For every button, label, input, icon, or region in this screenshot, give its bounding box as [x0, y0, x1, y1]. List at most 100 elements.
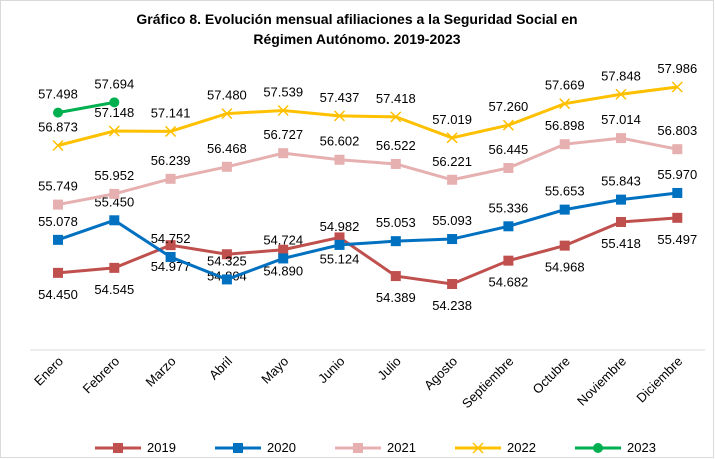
- data-label: 54.325: [207, 253, 247, 268]
- marker: [503, 221, 514, 232]
- marker: [446, 132, 458, 144]
- data-label: 54.968: [545, 260, 585, 275]
- marker: [109, 188, 120, 199]
- data-label: 57.498: [38, 87, 78, 102]
- marker: [109, 262, 120, 273]
- legend-marker: [353, 443, 363, 453]
- legend-marker: [233, 443, 243, 453]
- marker: [221, 108, 233, 120]
- marker: [390, 158, 401, 169]
- data-label: 56.602: [320, 134, 360, 149]
- marker: [277, 104, 289, 117]
- data-label: 57.848: [601, 68, 641, 83]
- legend-label: 2020: [267, 440, 296, 455]
- marker: [334, 232, 345, 243]
- data-label: 56.873: [38, 120, 78, 135]
- marker: [559, 204, 570, 215]
- data-label: 54.238: [432, 298, 472, 313]
- legend-label: 2019: [147, 440, 176, 455]
- data-label: 55.078: [38, 214, 78, 229]
- marker: [559, 139, 570, 150]
- data-label: 55.450: [94, 194, 134, 209]
- marker: [53, 199, 63, 210]
- marker: [616, 133, 626, 144]
- marker: [278, 253, 289, 264]
- legend-marker: [593, 443, 603, 453]
- legend-label: 2021: [387, 440, 416, 455]
- marker: [278, 148, 289, 159]
- data-label: 55.336: [489, 200, 529, 215]
- data-label: 54.545: [94, 282, 134, 297]
- series: 55.078 55.450 54.752 54.325 54.724 54.982 55.0…: [38, 167, 697, 285]
- data-label: 55.749: [38, 179, 78, 194]
- marker: [333, 110, 346, 122]
- data-label: 55.843: [601, 174, 641, 189]
- marker: [108, 125, 120, 137]
- series: 56.873 57.148 57.141 57.480 57.539 57.437 57.4…: [38, 61, 697, 152]
- chart-title: Régimen Autónomo. 2019-2023: [253, 31, 460, 47]
- marker: [334, 239, 345, 250]
- marker: [221, 161, 232, 172]
- marker: [53, 107, 63, 118]
- line: [57, 85, 678, 147]
- data-label: 54.977: [151, 259, 191, 274]
- data-label: 56.468: [207, 141, 247, 156]
- data-label: 57.141: [151, 105, 191, 120]
- marker: [503, 162, 514, 173]
- marker: [52, 139, 64, 152]
- marker: [165, 251, 176, 262]
- chart-title: Gráfico 8. Evolución mensual afiliacione…: [136, 11, 577, 27]
- data-label: 54.389: [376, 290, 416, 305]
- data-label: 55.053: [376, 215, 416, 230]
- marker: [390, 236, 401, 247]
- marker: [221, 249, 232, 260]
- line: [57, 136, 678, 207]
- data-label: 54.752: [151, 231, 191, 246]
- marker: [672, 187, 683, 198]
- data-label: 54.682: [489, 275, 529, 290]
- marker: [53, 267, 63, 278]
- legend-label: 2022: [507, 440, 536, 455]
- data-label: 57.260: [489, 99, 529, 114]
- data-label: 55.952: [94, 168, 134, 183]
- marker: [53, 234, 63, 245]
- marker: [165, 173, 176, 184]
- marker: [615, 88, 627, 100]
- data-label: 57.539: [263, 84, 303, 99]
- marker: [390, 271, 401, 282]
- data-label: 57.148: [94, 105, 134, 120]
- data-label: 54.982: [320, 219, 360, 234]
- data-label: 55.093: [432, 213, 472, 228]
- data-label: 57.019: [432, 112, 472, 127]
- series: 54.45054.54554.97754.80454.89055.12454.3…: [38, 212, 697, 313]
- data-label: 56.898: [545, 118, 585, 133]
- legend-label: 2023: [627, 440, 656, 455]
- data-label: 57.418: [376, 91, 416, 106]
- marker: [109, 97, 120, 108]
- marker: [616, 216, 626, 227]
- data-label: 54.724: [263, 232, 303, 247]
- legend-marker: [472, 442, 484, 454]
- data-label: 55.418: [601, 236, 641, 251]
- marker: [278, 244, 289, 255]
- data-label: 56.239: [151, 153, 191, 168]
- data-label: 55.653: [545, 184, 585, 199]
- marker: [165, 125, 177, 137]
- marker: [672, 144, 683, 155]
- data-label: 56.522: [376, 138, 416, 153]
- marker: [672, 212, 683, 223]
- line: [57, 216, 678, 286]
- marker: [616, 194, 626, 205]
- data-label: 57.480: [207, 88, 247, 103]
- marker: [447, 279, 458, 289]
- data-label: 55.497: [657, 232, 697, 247]
- marker: [503, 255, 514, 266]
- marker: [447, 174, 458, 185]
- data-label: 56.445: [489, 142, 529, 157]
- data-label: 56.803: [657, 123, 697, 138]
- line: [57, 191, 678, 282]
- series: 55.749 55.952 56.239 56.468 56.727 56.602 56.5…: [38, 112, 697, 210]
- marker: [559, 98, 571, 110]
